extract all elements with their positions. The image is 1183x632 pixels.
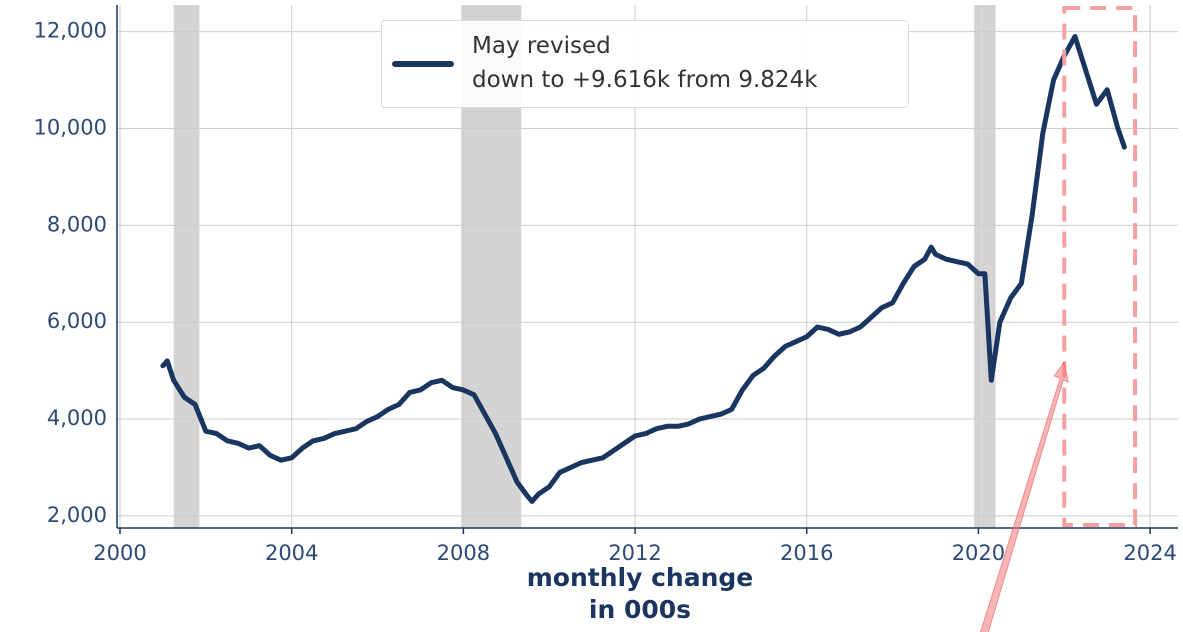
y-tick-label: 6,000	[47, 309, 107, 333]
x-tick-label: 2012	[608, 541, 661, 565]
x-tick-label: 2000	[93, 541, 146, 565]
y-tick-label: 8,000	[47, 212, 107, 236]
legend-label: May revised down to +9.616k from 9.824k	[472, 33, 818, 93]
y-tick-label: 12,000	[34, 19, 107, 43]
x-tick-label: 2020	[952, 541, 1005, 565]
x-tick-label: 2004	[265, 541, 318, 565]
highlight-box	[1062, 6, 1138, 527]
x-tick-label: 2024	[1123, 541, 1176, 565]
recession-band	[173, 5, 200, 528]
x-axis-label: monthly change in 000s	[526, 563, 754, 624]
annotation-arrow	[979, 360, 1069, 632]
x-tick-label: 2008	[437, 541, 490, 565]
y-tick-label: 10,000	[34, 115, 107, 139]
y-tick-label: 2,000	[47, 503, 107, 527]
line-series	[160, 33, 1127, 504]
x-tick-label: 2016	[780, 541, 833, 565]
legend: May revised down to +9.616k from 9.824k	[381, 20, 909, 108]
recession-band	[974, 5, 996, 528]
legend-swatch	[392, 61, 454, 67]
y-tick-label: 4,000	[47, 406, 107, 430]
